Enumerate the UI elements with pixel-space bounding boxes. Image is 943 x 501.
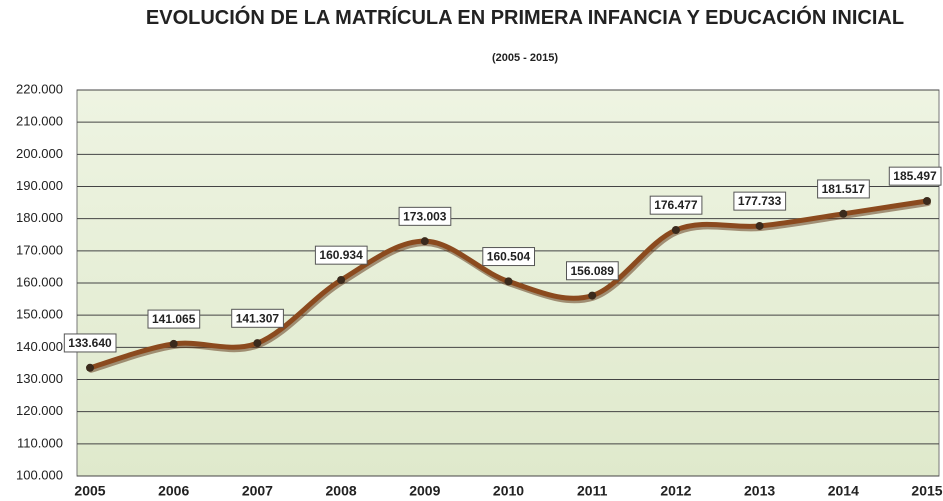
value-label-box: [147, 309, 201, 329]
y-tick-label: 140.000: [16, 339, 63, 354]
value-label: 160.504: [487, 250, 531, 264]
value-label-box: [817, 179, 870, 199]
value-label-box: [733, 191, 787, 211]
y-tick-label: 200.000: [16, 146, 63, 161]
y-tick-label: 120.000: [16, 403, 63, 418]
y-tick-label: 160.000: [16, 274, 63, 289]
marker: [839, 209, 848, 218]
marker: [588, 291, 597, 300]
marker: [169, 339, 178, 348]
marker: [253, 339, 262, 348]
x-tick-label: 2011: [577, 483, 608, 499]
value-label-box: [888, 166, 942, 186]
x-tick-label: 2013: [744, 483, 775, 499]
value-label-box: [482, 247, 536, 267]
x-tick-label: 2009: [409, 483, 440, 499]
value-label-box: [566, 261, 619, 281]
y-tick-label: 220.000: [16, 81, 63, 96]
marker: [923, 196, 931, 205]
value-label: 173.003: [403, 209, 447, 223]
value-label: 177.733: [738, 194, 782, 208]
value-label: 176.477: [654, 198, 698, 212]
value-label: 181.517: [822, 182, 866, 196]
value-label: 156.089: [571, 264, 615, 278]
value-label-box: [649, 195, 703, 215]
y-tick-label: 130.000: [16, 371, 63, 386]
y-tick-label: 100.000: [16, 467, 63, 482]
marker: [755, 221, 764, 230]
value-label: 185.497: [893, 169, 937, 183]
marker: [504, 277, 513, 286]
chart-subtitle: (2005 - 2015): [491, 52, 559, 64]
y-tick-label: 150.000: [16, 307, 63, 322]
value-label: 141.065: [152, 312, 196, 326]
y-tick-label: 210.000: [16, 114, 63, 129]
value-label: 141.307: [236, 311, 280, 325]
value-label-box: [314, 245, 368, 265]
x-tick-label: 2005: [74, 483, 105, 499]
y-tick-label: 190.000: [16, 178, 63, 193]
value-label: 133.640: [68, 336, 112, 350]
y-tick-label: 110.000: [17, 435, 63, 450]
x-tick-label: 2006: [158, 483, 189, 499]
marker: [86, 363, 94, 372]
x-tick-label: 2008: [326, 483, 357, 499]
y-tick-label: 170.000: [16, 242, 63, 257]
x-tick-label: 2007: [242, 483, 273, 499]
chart-title: EVOLUCIÓN DE LA MATRÍCULA EN PRIMERA INF…: [145, 7, 905, 29]
x-tick-label: 2012: [660, 483, 691, 499]
value-label-box: [398, 206, 452, 226]
value-label-box: [63, 333, 117, 353]
y-tick-label: 180.000: [16, 210, 63, 225]
x-tick-label: 2015: [911, 483, 942, 499]
value-label: 160.934: [319, 248, 363, 262]
x-tick-label: 2014: [828, 483, 859, 499]
marker: [337, 275, 346, 284]
marker: [671, 225, 680, 234]
x-tick-label: 2010: [493, 483, 524, 499]
value-label-box: [231, 308, 284, 328]
marker: [420, 237, 429, 246]
